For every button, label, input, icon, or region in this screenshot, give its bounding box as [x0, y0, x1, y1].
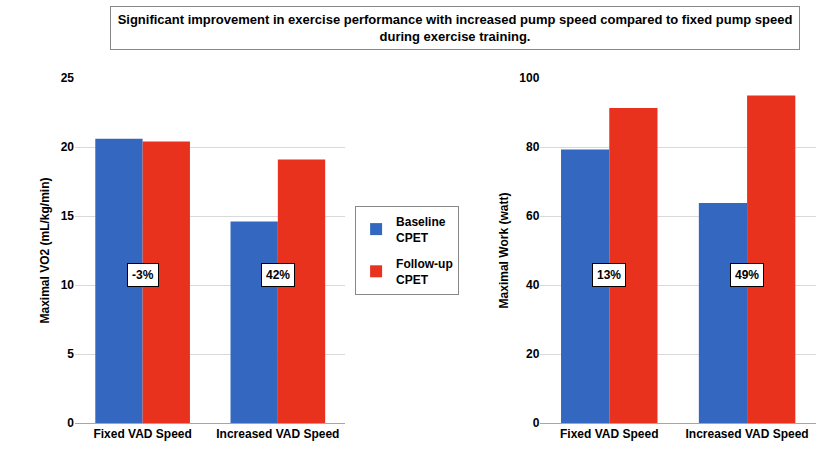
svg-text:42%: 42%	[266, 268, 290, 282]
svg-text:Increased VAD Speed: Increased VAD Speed	[216, 427, 339, 441]
svg-text:49%: 49%	[735, 268, 759, 282]
svg-text:BaselineCPET: BaselineCPET	[396, 215, 446, 245]
svg-text:0: 0	[533, 416, 540, 430]
svg-text:10: 10	[61, 278, 75, 292]
svg-text:80: 80	[526, 140, 540, 154]
svg-text:Increased VAD Speed: Increased VAD Speed	[686, 427, 809, 441]
svg-text:Maximal VO2 (mL/kg/min): Maximal VO2 (mL/kg/min)	[38, 177, 52, 323]
svg-text:Fixed VAD Speed: Fixed VAD Speed	[560, 427, 658, 441]
svg-text:5: 5	[67, 347, 74, 361]
svg-text:-3%: -3%	[132, 268, 154, 282]
svg-text:13%: 13%	[597, 268, 621, 282]
html-text:Significant improvement in exe: Significant improvement in exercise perf…	[117, 12, 793, 44]
svg-text:20: 20	[526, 347, 540, 361]
svg-text:40: 40	[526, 278, 540, 292]
svg-text:15: 15	[61, 209, 75, 223]
svg-text:60: 60	[526, 209, 540, 223]
svg-text:25: 25	[61, 71, 75, 85]
svg-text:Maximal Work (watt): Maximal Work (watt)	[497, 193, 511, 309]
svg-text:Follow-upCPET: Follow-upCPET	[396, 257, 453, 287]
svg-text:Fixed VAD Speed: Fixed VAD Speed	[93, 427, 191, 441]
svg-text:0: 0	[67, 416, 74, 430]
svg-text:20: 20	[61, 140, 75, 154]
svg-text:100: 100	[519, 71, 539, 85]
